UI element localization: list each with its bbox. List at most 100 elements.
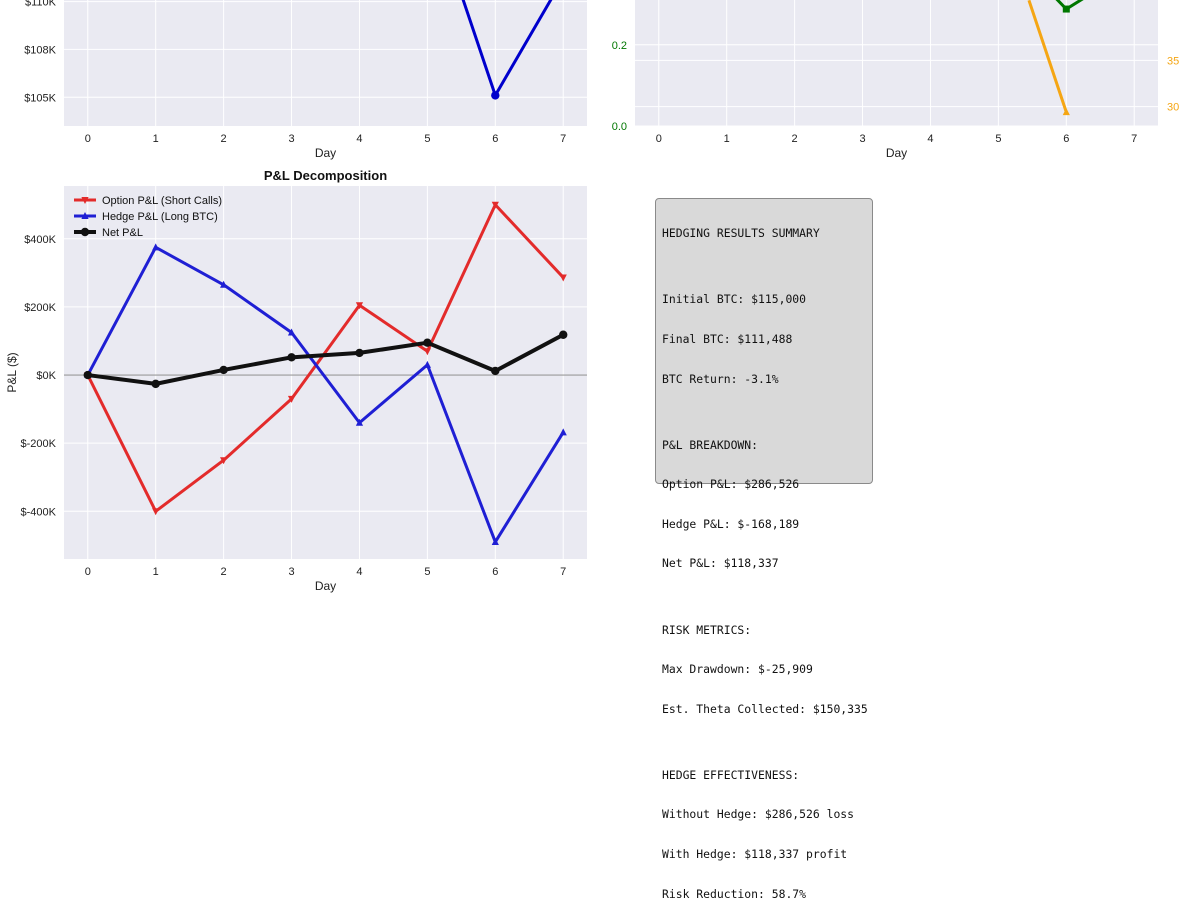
x-tick-label: 7 bbox=[1131, 133, 1137, 145]
data-point bbox=[219, 365, 228, 375]
data-point bbox=[423, 360, 431, 368]
btc_price_panel: 0 1 2 3 4 5 6 7 Day $105K $108K $110K bbox=[24, 0, 587, 160]
x-tick-label: 7 bbox=[560, 566, 566, 578]
series-line bbox=[1027, 0, 1068, 113]
x-tick-label: 2 bbox=[221, 133, 227, 145]
legend-marker bbox=[81, 197, 89, 204]
series-0 bbox=[84, 201, 567, 516]
x-tick-label: 5 bbox=[424, 133, 430, 145]
legend: Option P&L (Short Calls) Hedge P&L (Long … bbox=[74, 195, 222, 239]
legend-label: Option P&L (Short Calls) bbox=[102, 195, 222, 207]
y-tick-label: $-200K bbox=[21, 438, 57, 450]
y-tick-label: $110K bbox=[25, 0, 57, 9]
summary-line: Final BTC: $111,488 bbox=[662, 332, 793, 347]
x-tick-label: 3 bbox=[288, 133, 294, 145]
legend-label: Hedge P&L (Long BTC) bbox=[102, 211, 218, 223]
y-tick-label: $400K bbox=[24, 234, 56, 246]
data-point bbox=[152, 243, 160, 251]
data-point bbox=[220, 457, 228, 465]
data-point bbox=[355, 418, 364, 426]
chart-title: P&L Decomposition bbox=[264, 168, 387, 183]
x-tick-label: 7 bbox=[560, 133, 566, 145]
pnl_decomposition: 0 1 2 3 4 5 6 7 Day $-400K $-200K $0K $200K $400K P&L … bbox=[5, 168, 587, 593]
summary-line: Max Drawdown: $-25,909 bbox=[662, 662, 813, 677]
x-tick-label: 6 bbox=[492, 566, 498, 578]
summary-line: Net P&L: $118,337 bbox=[662, 556, 779, 571]
data-point bbox=[287, 395, 296, 403]
summary-line: BTC Return: -3.1% bbox=[662, 371, 779, 386]
x-tick-label: 0 bbox=[85, 566, 91, 578]
y-right-tick-label: 30 bbox=[1167, 102, 1179, 114]
hedging-summary-box: HEDGING RESULTS SUMMARY Initial BTC: $11… bbox=[655, 198, 873, 900]
data-point bbox=[83, 370, 92, 380]
x-tick-label: 2 bbox=[792, 133, 798, 145]
y-tick-label: $200K bbox=[24, 302, 56, 314]
data-point bbox=[491, 537, 499, 545]
x-tick-label: 0 bbox=[85, 133, 91, 145]
summary-line: Option P&L: $286,526 bbox=[662, 477, 800, 492]
series-0 bbox=[461, 0, 553, 100]
summary-line: Est. Theta Collected: $150,335 bbox=[662, 701, 868, 716]
data-point bbox=[151, 379, 160, 389]
x-tick-label: 6 bbox=[1063, 133, 1069, 145]
y-left-tick-label: 0.2 bbox=[612, 40, 627, 52]
x-tick-label: 4 bbox=[356, 566, 362, 578]
data-point bbox=[491, 91, 500, 100]
data-point bbox=[220, 280, 228, 288]
x-tick-label: 1 bbox=[153, 133, 159, 145]
x-tick-label: 6 bbox=[492, 133, 498, 145]
y-tick-label: $-400K bbox=[21, 506, 57, 518]
data-point bbox=[559, 274, 567, 282]
summary-line: P&L BREAKDOWN: bbox=[662, 437, 759, 452]
data-point bbox=[491, 366, 500, 376]
x-tick-label: 1 bbox=[724, 133, 730, 145]
data-point bbox=[559, 428, 567, 436]
series-1 bbox=[84, 243, 567, 545]
series-line bbox=[87, 332, 565, 386]
summary-line: HEDGING RESULTS SUMMARY bbox=[662, 226, 820, 241]
y-left-tick-label: 0.0 bbox=[612, 121, 627, 133]
y-tick-label: $108K bbox=[24, 44, 56, 56]
plot-area bbox=[64, 186, 587, 559]
legend-marker bbox=[80, 227, 90, 237]
series-line bbox=[86, 245, 565, 544]
summary-line: Hedge P&L: $-168,189 bbox=[662, 516, 800, 531]
dashboard-figure: 0 1 2 3 4 5 6 7 Day $105K $108K $110K 0 1 2 3 4 5 6 7 Day 0.0… bbox=[5, 0, 1179, 593]
x-tick-label: 4 bbox=[356, 133, 362, 145]
legend-marker bbox=[81, 212, 89, 219]
data-point bbox=[423, 338, 432, 347]
data-point bbox=[287, 328, 296, 336]
summary-line: Without Hedge: $286,526 loss bbox=[662, 807, 855, 822]
data-point bbox=[355, 348, 364, 358]
y-tick-label: $105K bbox=[24, 92, 56, 104]
x-tick-label: 2 bbox=[221, 566, 227, 578]
x-tick-label: 3 bbox=[859, 133, 865, 145]
plot-area bbox=[64, 0, 587, 126]
series-2 bbox=[83, 330, 568, 389]
x-tick-label: 3 bbox=[288, 566, 294, 578]
summary-line: Initial BTC: $115,000 bbox=[662, 292, 807, 307]
x-tick-label: 1 bbox=[153, 566, 159, 578]
data-point bbox=[423, 348, 431, 356]
summary-line: RISK METRICS: bbox=[662, 622, 752, 637]
x-axis-label: Day bbox=[315, 146, 336, 160]
data-point bbox=[1062, 5, 1070, 13]
x-axis-label: Day bbox=[315, 579, 336, 593]
y-right-tick-label: 35 bbox=[1167, 55, 1179, 67]
data-point bbox=[1062, 108, 1070, 116]
summary-line: With Hedge: $118,337 profit bbox=[662, 846, 848, 861]
x-tick-label: 5 bbox=[995, 133, 1001, 145]
data-point bbox=[355, 302, 364, 310]
summary-line: HEDGE EFFECTIVENESS: bbox=[662, 767, 800, 782]
data-point bbox=[559, 330, 568, 339]
legend-label: Net P&L bbox=[102, 227, 143, 239]
series-0 bbox=[1055, 0, 1084, 13]
x-axis-label: Day bbox=[886, 146, 907, 160]
y-tick-label: $0K bbox=[36, 370, 56, 382]
x-tick-label: 0 bbox=[656, 133, 662, 145]
hedge_vol_panel: 0 1 2 3 4 5 6 7 Day 0.0 0.2 30 35 bbox=[612, 0, 1179, 160]
y-axis-label: P&L ($) bbox=[5, 352, 19, 392]
data-point bbox=[491, 201, 499, 209]
plot-area bbox=[635, 0, 1158, 126]
x-tick-label: 4 bbox=[927, 133, 933, 145]
